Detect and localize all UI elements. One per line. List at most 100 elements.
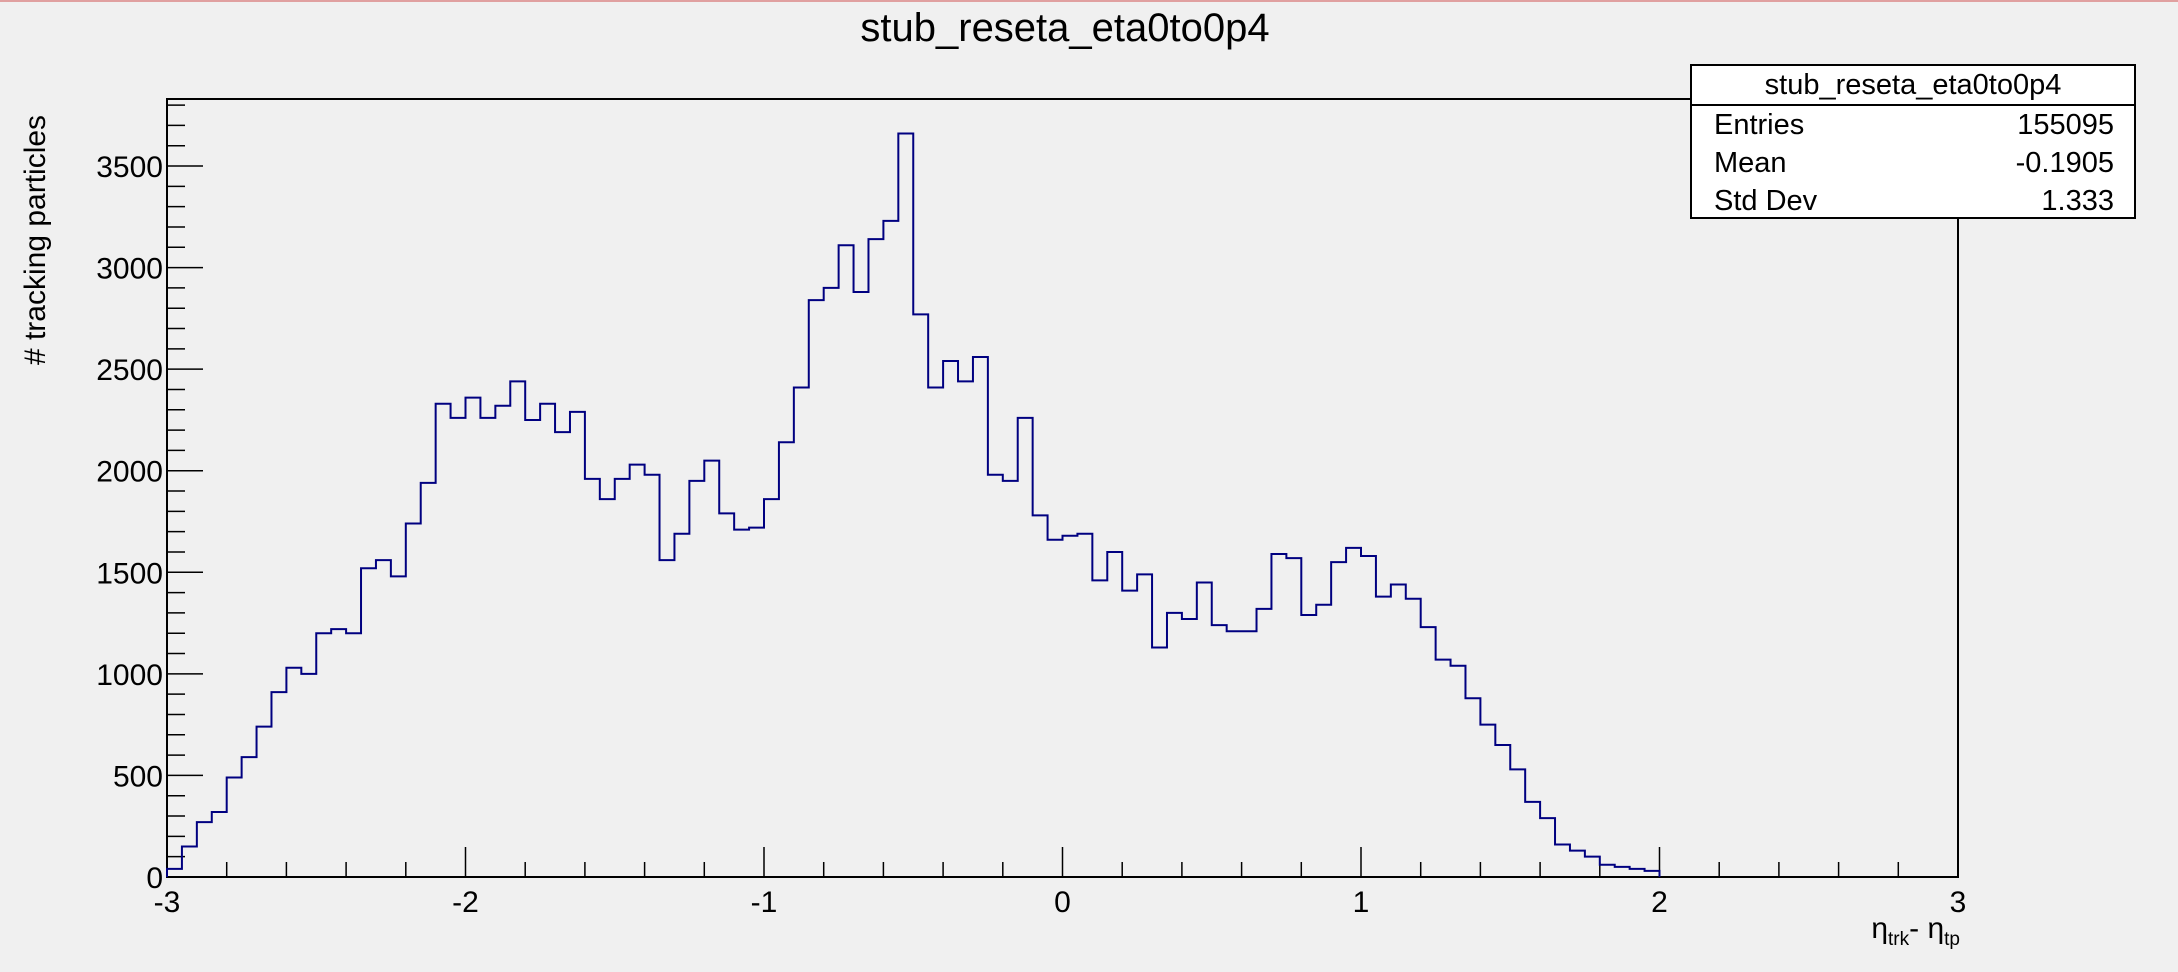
histogram-bin [839,245,854,877]
histogram-bin [615,479,630,877]
histogram-bin [197,822,212,877]
histogram-bin [242,757,257,877]
histogram-bin [1361,556,1376,877]
histogram-bin [376,560,391,877]
histogram-bin [928,387,943,877]
histogram-bin [1615,867,1630,877]
histogram-bin [1167,613,1182,877]
histogram-bin [704,461,719,877]
x-axis: -3 -2 -1 0 1 2 3 [154,847,1966,919]
x-label-sub-tp: tp [1944,929,1960,950]
y-tick-label: 1500 [96,557,163,590]
histogram-bin [779,442,794,877]
stats-label: Entries [1714,109,1805,141]
histogram-bin [988,475,1003,877]
histogram-bin [406,524,421,877]
x-tick-label: -3 [154,886,181,919]
histogram-bin [1555,844,1570,877]
histogram-bin [1003,481,1018,877]
x-label-sub-trk: trk [1888,929,1910,950]
histogram-bin [1212,625,1227,877]
histogram-bin [943,361,958,877]
histogram-bin [1152,647,1167,877]
histogram-bin [854,292,869,877]
histogram-bin [570,412,585,877]
histogram-bin [331,629,346,877]
histogram-bin [1630,869,1645,877]
histogram-bin [1510,769,1525,877]
y-tick-label: 3000 [96,253,163,286]
stats-row-mean: Mean -0.1905 [1692,144,2134,182]
histogram-bin [883,221,898,877]
histogram-bin [794,387,809,877]
histogram-bin [301,674,316,877]
histogram-bin [227,777,242,877]
histogram-bin [1600,865,1615,877]
histogram-bin [764,499,779,877]
x-tick-label: -1 [751,886,778,919]
histogram-outline [166,132,1661,877]
x-tick-label: 2 [1651,886,1668,919]
x-axis-label: ηtrk- ηtp [1871,912,1960,951]
histogram-bin [361,568,376,877]
histogram-bin [689,481,704,877]
histogram-bin [212,812,227,877]
histogram-bin [1107,552,1122,877]
x-tick-label: 0 [1054,886,1071,919]
y-tick-label: 3500 [96,151,163,184]
histogram-bin [1257,609,1272,877]
histogram-bin [451,418,466,877]
histogram-bin [1033,515,1048,877]
histogram-bin [1421,627,1436,877]
y-tick-label: 500 [113,760,163,793]
histogram-bin [1406,599,1421,877]
histogram-bin [913,314,928,877]
histogram-bin [167,869,182,877]
histogram-bin [645,475,660,877]
histogram-bin [660,560,675,877]
histogram-bin [585,479,600,877]
histogram-bin [1137,574,1152,877]
histogram-bin [1092,580,1107,877]
chart-title: stub_reseta_eta0to0p4 [860,6,1270,50]
window-top-border [0,0,2178,2]
x-tick-label: 1 [1353,886,1370,919]
histogram-bin [1585,857,1600,877]
histogram-bin [1570,851,1585,877]
histogram-bin [734,530,749,877]
histogram-bin [749,528,764,877]
histogram-bin [1391,584,1406,877]
histogram-bin [346,633,361,877]
histogram-bin [1436,660,1451,877]
histogram-bin [1316,605,1331,877]
histogram-bin [958,381,973,877]
histogram-bin [1540,818,1555,877]
histogram-bin [1525,802,1540,877]
stats-value: 1.333 [2041,185,2114,217]
histogram-bin [271,692,286,877]
histogram-bin [719,513,734,877]
histogram-bin [466,398,481,877]
histogram-bin [1048,540,1063,877]
histogram-bin [1480,725,1495,877]
histogram-bin [1346,548,1361,877]
histogram-bin [1376,597,1391,877]
histogram-bin [1077,534,1092,877]
histogram-bin [555,432,570,877]
y-tick-label: 1000 [96,659,163,692]
stats-value: 155095 [2017,109,2114,141]
y-axis: 0 500 1000 1500 2000 2500 3000 3500 [96,104,203,895]
histogram-bin [257,727,272,877]
histogram-bin [1227,631,1242,877]
histogram-bin [1242,631,1257,877]
histogram-bin [1063,536,1078,877]
histogram-bin [1495,745,1510,877]
histogram-bin [540,404,555,877]
histogram-bin [316,633,331,877]
stats-box: stub_reseta_eta0to0p4 Entries 155095 Mea… [1690,64,2136,219]
histogram-bin [809,300,824,877]
histogram-bin [1451,666,1466,877]
histogram-bin [1465,698,1480,877]
histogram-bin [1286,558,1301,877]
